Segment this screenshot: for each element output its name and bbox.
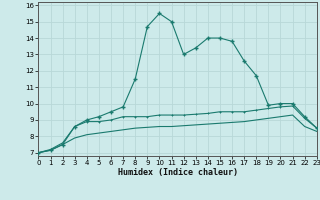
X-axis label: Humidex (Indice chaleur): Humidex (Indice chaleur) — [118, 168, 238, 177]
